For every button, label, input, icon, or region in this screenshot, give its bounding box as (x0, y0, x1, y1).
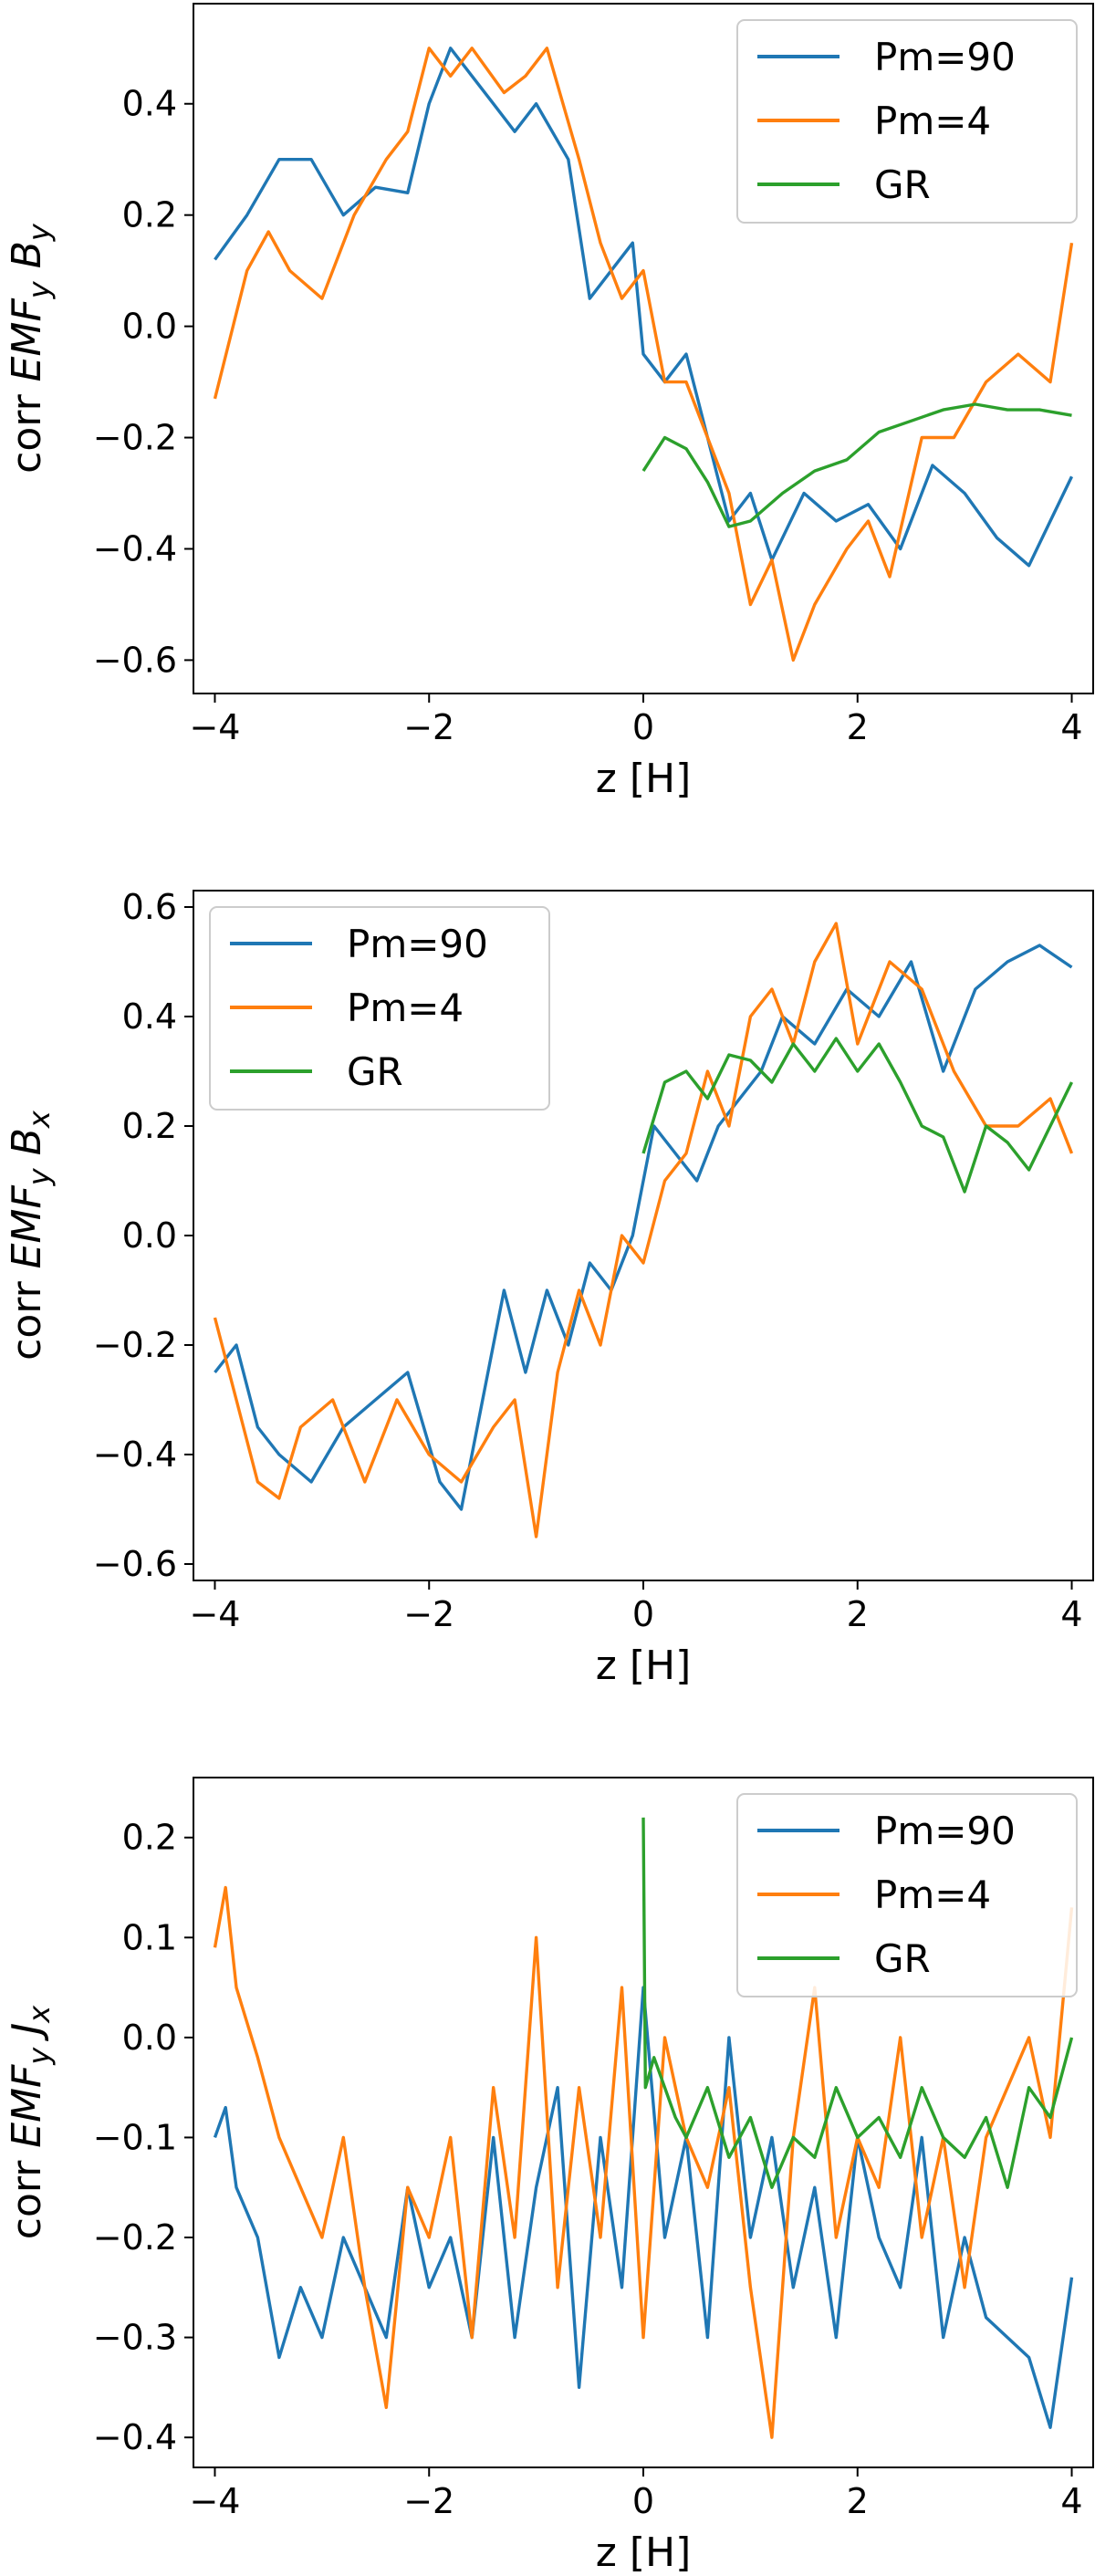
y-tick-label: 0.1 (122, 1917, 177, 1957)
legend-box (736, 19, 1078, 224)
legend-box (736, 1793, 1078, 1997)
x-axis-label: z [H] (596, 756, 692, 802)
panel-top: −4 −2 0 2 4 −0.6 −0.4 −0.2 0.0 0.2 0.4 z [H] corr EM… (4, 3, 1094, 802)
x-tick-label: 0 (632, 2481, 654, 2521)
x-tick-label: 2 (847, 1594, 869, 1634)
series-line-pm4 (213, 1885, 1074, 2439)
series-line-pm90 (214, 47, 1074, 568)
x-axis-label: z [H] (596, 1643, 692, 1689)
x-tick-label: 2 (847, 2481, 869, 2521)
y-tick-label: 0.6 (122, 887, 177, 927)
y-tick-label: −0.6 (93, 1544, 177, 1584)
y-tick-label: 0.2 (122, 1106, 177, 1146)
y-tick-label: −0.3 (93, 2318, 177, 2358)
x-tick-label: 0 (632, 707, 654, 747)
y-tick-label: −0.4 (93, 528, 177, 568)
legend-box (209, 906, 550, 1111)
series-line-gr (641, 1817, 1074, 2189)
y-tick-label: −0.4 (93, 1434, 177, 1475)
legend-label: Pm=90 (874, 35, 1016, 79)
x-tick-label: −2 (403, 1594, 454, 1634)
y-tick-label: −0.2 (93, 418, 177, 458)
legend-label: Pm=4 (874, 1872, 991, 1917)
x-tick-label: −2 (403, 2481, 454, 2521)
y-tick-label: 0.0 (122, 2018, 177, 2058)
y-tick-label: 0.4 (122, 84, 177, 124)
panel-bottom: −4 −2 0 2 4 −0.4 −0.3 −0.2 −0.1 0.0 0.1 0.2 z [H] cor… (4, 1777, 1094, 2576)
legend-label: Pm=90 (874, 1809, 1016, 1853)
x-tick-label: 2 (847, 707, 869, 747)
series-line-pm4 (213, 47, 1074, 662)
series-line-pm4 (213, 922, 1074, 1538)
x-tick-label: 0 (632, 1594, 654, 1634)
y-tick-label: 0.4 (122, 996, 177, 1037)
x-tick-label: 4 (1060, 2481, 1082, 2521)
y-tick-label: −0.2 (93, 1325, 177, 1365)
y-axis-label: corr EMFy Bx (4, 1110, 57, 1361)
y-tick-label: −0.4 (93, 2417, 177, 2457)
panel-middle: −4 −2 0 2 4 −0.6 −0.4 −0.2 0.0 0.2 0.4 0.6 z [H] corr… (4, 887, 1094, 1689)
y-axis-label: corr EMFy By (4, 223, 57, 474)
x-tick-label: −4 (189, 2481, 240, 2521)
legend-label: GR (874, 1936, 931, 1981)
y-tick-label: −0.1 (93, 2117, 177, 2157)
legend-label: Pm=4 (874, 99, 991, 143)
series-line-gr (641, 402, 1072, 528)
y-tick-label: 0.2 (122, 195, 177, 235)
y-axis-label: corr EMFy Jx (4, 2005, 57, 2240)
legend: Pm=90 Pm=4 GR (736, 1793, 1078, 1997)
series-line-gr (641, 1037, 1074, 1194)
x-tick-label: 4 (1060, 1594, 1082, 1634)
x-tick-label: −2 (403, 707, 454, 747)
series-line-pm90 (213, 1986, 1074, 2429)
y-tick-label: −0.2 (93, 2217, 177, 2258)
legend: Pm=90 Pm=4 GR (209, 906, 550, 1111)
legend-label: Pm=90 (347, 922, 488, 966)
x-tick-label: 4 (1060, 707, 1082, 747)
legend: Pm=90 Pm=4 GR (736, 19, 1078, 224)
y-tick-label: 0.0 (122, 1215, 177, 1256)
y-tick-label: 0.0 (122, 307, 177, 347)
y-tick-label: 0.2 (122, 1818, 177, 1858)
legend-label: GR (874, 162, 931, 207)
x-axis-label: z [H] (596, 2529, 692, 2576)
legend-label: Pm=4 (347, 986, 464, 1030)
x-tick-label: −4 (189, 707, 240, 747)
y-tick-label: −0.6 (93, 640, 177, 680)
series-line-pm90 (214, 944, 1073, 1511)
x-tick-label: −4 (189, 1594, 240, 1634)
legend-label: GR (347, 1049, 403, 1094)
